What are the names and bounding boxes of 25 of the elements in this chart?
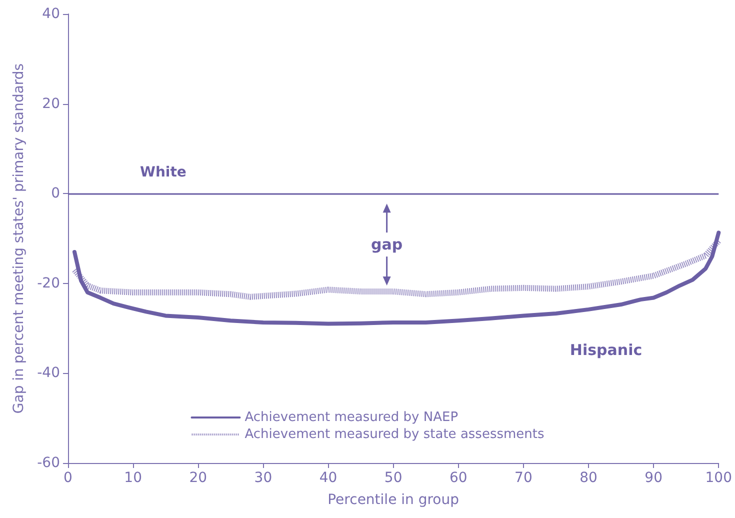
x-tick-label: 100 xyxy=(705,470,732,486)
x-tick-label: 40 xyxy=(319,470,338,486)
x-tick-label: 0 xyxy=(64,470,72,486)
annotation: Hispanic xyxy=(570,341,642,359)
x-tick-label: 80 xyxy=(580,470,598,486)
x-tick-label: 60 xyxy=(449,470,468,486)
y-tick-label: 20 xyxy=(42,96,60,112)
y-tick-label: -40 xyxy=(37,365,60,382)
x-tick-label: 90 xyxy=(644,470,662,486)
y-axis-title: Gap in percent meeting states' primary standards xyxy=(11,63,27,414)
ref-line-label: White xyxy=(140,164,186,181)
y-tick-label: 40 xyxy=(42,6,60,22)
y-tick-label: 0 xyxy=(51,186,60,202)
x-tick-label: 20 xyxy=(189,470,208,486)
y-tick-label: -20 xyxy=(37,275,60,292)
annotation: gap xyxy=(371,236,403,254)
legend-label: Achievement measured by NAEP xyxy=(244,410,458,425)
x-axis-title: Percentile in group xyxy=(328,492,460,508)
x-tick-label: 50 xyxy=(384,470,402,486)
y-tick-label: -60 xyxy=(37,455,60,471)
x-tick-label: 70 xyxy=(514,470,532,486)
line-series xyxy=(72,230,721,326)
x-tick-label: 30 xyxy=(254,470,272,486)
legend-label: Achievement measured by state assessments xyxy=(244,427,544,442)
x-tick-label: 10 xyxy=(124,470,142,486)
